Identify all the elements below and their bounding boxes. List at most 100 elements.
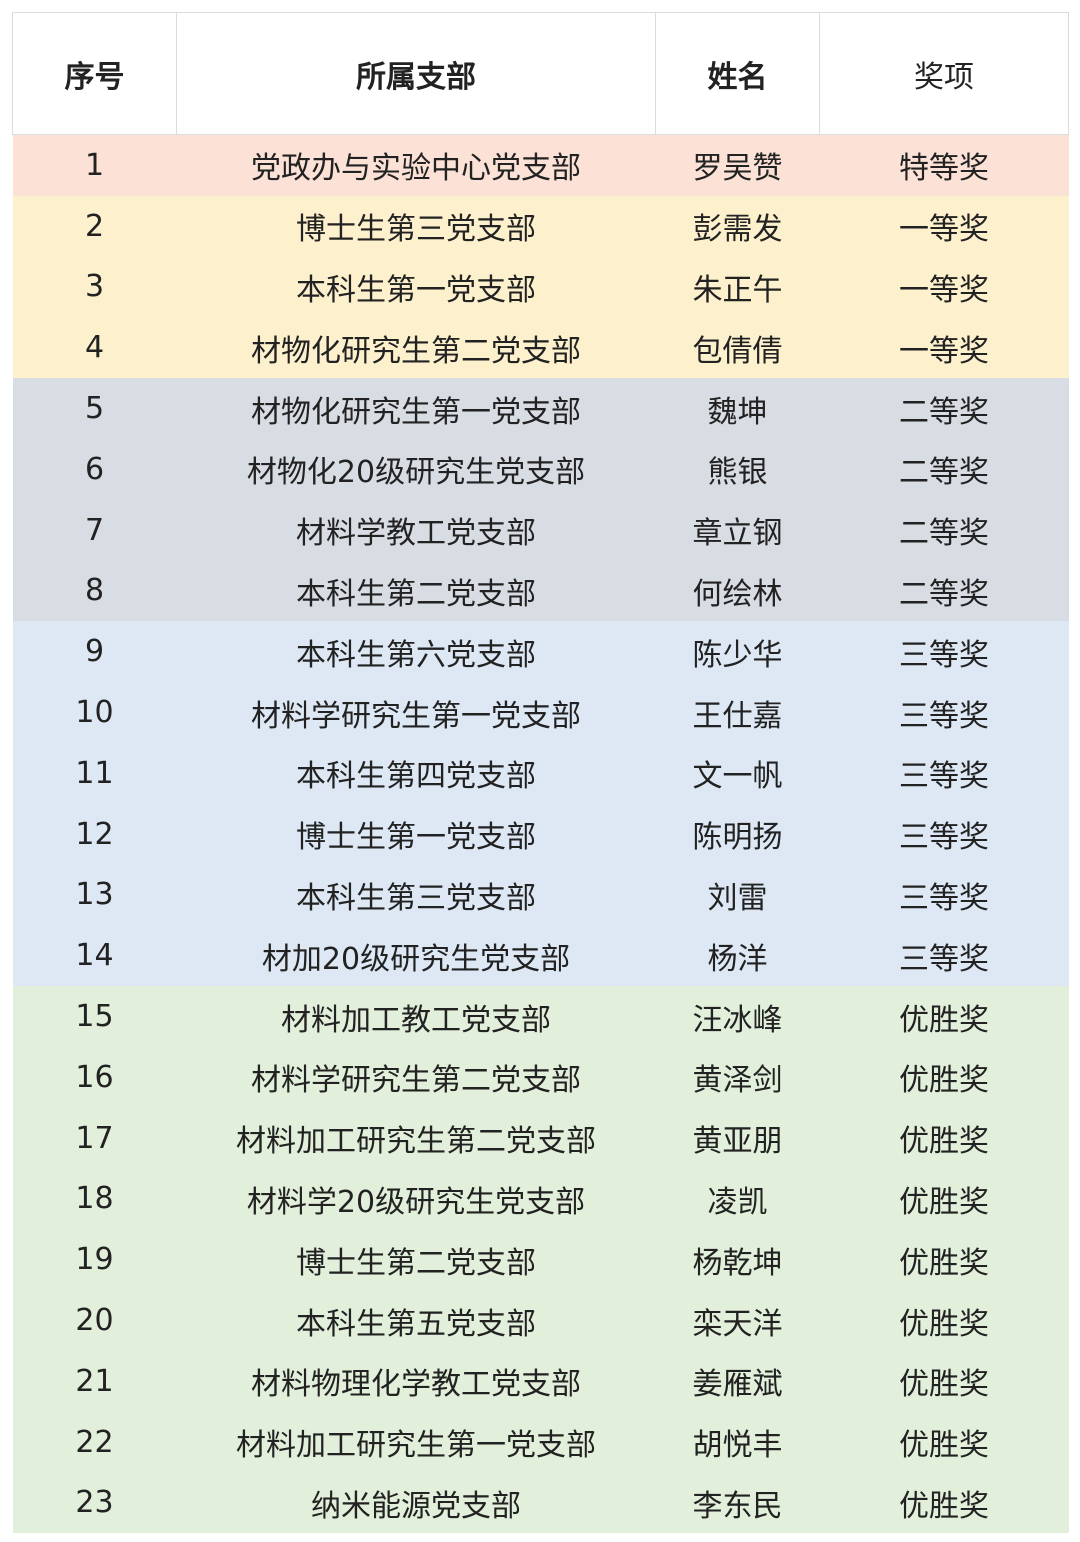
table-row: 7 材料学教工党支部 章立钢 二等奖 — [12, 499, 1069, 561]
cell-no: 17 — [75, 1120, 114, 1156]
cell-award: 优胜奖 — [899, 1306, 989, 1342]
cell-branch: 纳米能源党支部 — [311, 1488, 521, 1524]
table-row: 10 材料学研究生第一党支部 王仕嘉 三等奖 — [12, 682, 1069, 743]
awards-table: 序号 所属支部 姓名 奖项 1 党政办与实验中心党支部 罗吴赞 特等奖 2 博士生第三党支… — [12, 12, 1069, 1534]
cell-name: 陈明扬 — [692, 820, 783, 856]
table-row: 2 博士生第三党支部 彭需发 一等奖 — [12, 195, 1069, 257]
cell-award: 一等奖 — [899, 272, 989, 308]
cell-award: 优胜奖 — [899, 1063, 989, 1099]
cell-branch: 材物化研究生第一党支部 — [251, 394, 581, 430]
cell-branch: 博士生第二党支部 — [296, 1245, 536, 1281]
cell-name: 杨洋 — [707, 941, 768, 977]
cell-name: 王仕嘉 — [692, 698, 783, 734]
table-row: 22 材料加工研究生第一党支部 胡悦丰 优胜奖 — [12, 1411, 1069, 1473]
cell-branch: 材料学教工党支部 — [296, 516, 536, 552]
cell-no: 12 — [75, 816, 114, 852]
cell-branch: 本科生第一党支部 — [296, 272, 536, 308]
table-row: 4 材物化研究生第二党支部 包倩倩 一等奖 — [12, 317, 1069, 379]
header-award: 奖项 — [819, 12, 1069, 135]
cell-name: 黄泽剑 — [692, 1063, 783, 1099]
cell-award: 三等奖 — [899, 880, 989, 916]
cell-no: 2 — [84, 208, 105, 244]
table-row: 3 本科生第一党支部 朱正午 一等奖 — [12, 256, 1069, 318]
cell-branch: 材料学20级研究生党支部 — [246, 1184, 586, 1220]
cell-no: 11 — [75, 755, 114, 791]
cell-award: 优胜奖 — [899, 1245, 989, 1281]
cell-name: 凌凯 — [707, 1184, 768, 1220]
cell-branch: 材加20级研究生党支部 — [261, 941, 571, 977]
cell-branch: 材物化20级研究生党支部 — [246, 455, 586, 491]
cell-award: 特等奖 — [899, 151, 989, 187]
cell-name: 陈少华 — [692, 637, 783, 673]
cell-name: 熊银 — [707, 455, 768, 491]
cell-no: 15 — [75, 999, 114, 1035]
cell-award: 三等奖 — [899, 698, 989, 734]
cell-branch: 材物化研究生第二党支部 — [251, 333, 581, 369]
cell-branch: 材料加工教工党支部 — [281, 1002, 551, 1038]
cell-award: 三等奖 — [899, 759, 989, 795]
table-row: 5 材物化研究生第一党支部 魏坤 二等奖 — [12, 378, 1069, 439]
header-branch: 所属支部 — [176, 12, 656, 135]
table-body: 1 党政办与实验中心党支部 罗吴赞 特等奖 2 博士生第三党支部 彭需发 一等奖 3 本科生第一党… — [12, 134, 1069, 1534]
cell-award: 优胜奖 — [899, 1488, 989, 1524]
table-row: 18 材料学20级研究生党支部 凌凯 优胜奖 — [12, 1168, 1069, 1230]
cell-award: 三等奖 — [899, 820, 989, 856]
cell-no: 16 — [75, 1059, 114, 1095]
table-row: 23 纳米能源党支部 李东民 优胜奖 — [12, 1472, 1069, 1534]
header-row: 序号 所属支部 姓名 奖项 — [12, 12, 1069, 135]
cell-name: 栾天洋 — [692, 1306, 783, 1342]
table-row: 12 博士生第一党支部 陈明扬 三等奖 — [12, 803, 1069, 865]
cell-no: 19 — [75, 1242, 114, 1278]
cell-award: 优胜奖 — [899, 1184, 989, 1220]
table-header: 序号 所属支部 姓名 奖项 — [12, 12, 1069, 135]
table-row: 11 本科生第四党支部 文一帆 三等奖 — [12, 742, 1069, 804]
cell-no: 22 — [75, 1424, 114, 1460]
cell-no: 20 — [75, 1303, 114, 1339]
cell-name: 文一帆 — [692, 759, 783, 795]
cell-no: 10 — [75, 695, 114, 731]
table-row: 15 材料加工教工党支部 汪冰峰 优胜奖 — [12, 986, 1069, 1047]
cell-award: 优胜奖 — [899, 1367, 989, 1403]
cell-name: 彭需发 — [692, 212, 783, 248]
table-row: 21 材料物理化学教工党支部 姜雁斌 优胜奖 — [12, 1350, 1069, 1412]
cell-award: 二等奖 — [899, 516, 989, 552]
cell-award: 二等奖 — [899, 576, 989, 612]
cell-name: 朱正午 — [692, 272, 783, 308]
cell-name: 黄亚朋 — [692, 1124, 783, 1160]
table-row: 16 材料学研究生第二党支部 黄泽剑 优胜奖 — [12, 1046, 1069, 1108]
cell-branch: 材料物理化学教工党支部 — [251, 1367, 581, 1403]
cell-no: 21 — [75, 1363, 114, 1399]
header-name: 姓名 — [655, 12, 820, 135]
cell-no: 5 — [84, 391, 105, 427]
cell-award: 三等奖 — [899, 637, 989, 673]
cell-no: 13 — [75, 877, 114, 913]
cell-name: 姜雁斌 — [692, 1367, 783, 1403]
cell-name: 刘雷 — [707, 880, 768, 916]
cell-branch: 党政办与实验中心党支部 — [251, 151, 581, 187]
cell-branch: 博士生第一党支部 — [296, 820, 536, 856]
table-row: 9 本科生第六党支部 陈少华 三等奖 — [12, 621, 1069, 683]
cell-branch: 材料学研究生第一党支部 — [251, 698, 581, 734]
table-row: 20 本科生第五党支部 栾天洋 优胜奖 — [12, 1290, 1069, 1351]
table-row: 1 党政办与实验中心党支部 罗吴赞 特等奖 — [12, 134, 1069, 196]
cell-no: 7 — [84, 512, 105, 548]
cell-branch: 本科生第五党支部 — [296, 1306, 536, 1342]
cell-name: 章立钢 — [692, 516, 783, 552]
cell-award: 优胜奖 — [899, 1002, 989, 1038]
cell-award: 三等奖 — [899, 941, 989, 977]
cell-no: 23 — [75, 1485, 114, 1521]
cell-name: 李东民 — [692, 1488, 783, 1524]
cell-name: 罗吴赞 — [692, 151, 783, 187]
cell-branch: 博士生第三党支部 — [296, 212, 536, 248]
cell-name: 魏坤 — [707, 394, 768, 430]
header-no: 序号 — [12, 12, 177, 135]
cell-branch: 本科生第六党支部 — [296, 637, 536, 673]
table-row: 19 博士生第二党支部 杨乾坤 优胜奖 — [12, 1229, 1069, 1291]
cell-no: 8 — [84, 573, 105, 609]
cell-award: 一等奖 — [899, 333, 989, 369]
cell-branch: 本科生第三党支部 — [296, 880, 536, 916]
cell-award: 一等奖 — [899, 212, 989, 248]
table-row: 8 本科生第二党支部 何绘林 二等奖 — [12, 560, 1069, 622]
table-row: 13 本科生第三党支部 刘雷 三等奖 — [12, 864, 1069, 926]
cell-name: 包倩倩 — [692, 333, 783, 369]
